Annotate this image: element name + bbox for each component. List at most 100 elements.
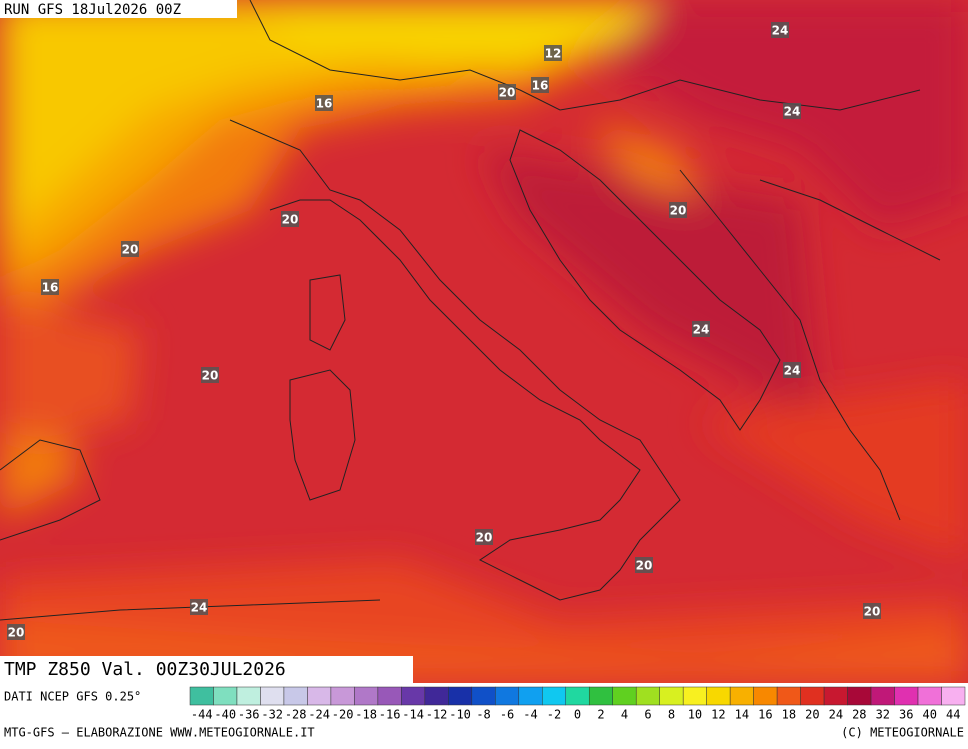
colorbar-swatch <box>213 686 238 706</box>
contour-label-box <box>7 624 25 640</box>
header-box <box>0 0 237 18</box>
colorbar-tick-label: 0 <box>574 708 581 722</box>
contour-label-box <box>544 45 562 61</box>
run-label: RUN GFS 18Jul2026 00Z <box>4 2 181 18</box>
colorbar-tick-label: -44 <box>191 708 213 722</box>
contour-label: 20 <box>8 626 25 640</box>
contour-label: 16 <box>42 281 59 295</box>
colorbar-swatch <box>565 686 590 706</box>
colorbar-swatch <box>800 686 825 706</box>
copyright-label: (C) METEOGIORNALE <box>841 726 964 740</box>
colorbar-swatch <box>635 686 660 706</box>
colorbar-tick-label: 32 <box>876 708 890 722</box>
contour-label: 24 <box>784 105 801 119</box>
colorbar-tick-label: 44 <box>946 708 960 722</box>
colorbar-tick-label: 24 <box>829 708 843 722</box>
colorbar-tick-label: 14 <box>735 708 749 722</box>
credit-label: MTG-GFS — ELABORAZIONE WWW.METEOGIORNALE… <box>4 726 315 740</box>
colorbar-tick-label: -12 <box>426 708 448 722</box>
coastlines <box>0 0 941 621</box>
contour-label: 12 <box>545 47 562 61</box>
colorbar-swatch <box>307 686 332 706</box>
contour-label-box <box>121 241 139 257</box>
colorbar-tick-label: -4 <box>523 708 537 722</box>
field-box <box>0 656 413 683</box>
colorbar-swatch <box>424 686 449 706</box>
colorbar-tick-label: -6 <box>500 708 514 722</box>
contour-label: 20 <box>499 86 516 100</box>
colorbar-swatch <box>518 686 543 706</box>
contour-label-box <box>771 22 789 38</box>
contour-label-box <box>281 211 299 227</box>
colorbar-tick-label: -18 <box>355 708 377 722</box>
contour-label-box <box>863 603 881 619</box>
field-label: TMP Z850 Val. 00Z30JUL2026 <box>4 659 286 680</box>
colorbar-tick-label: -32 <box>261 708 283 722</box>
colorbar-swatch <box>729 686 754 706</box>
contour-label-box <box>190 599 208 615</box>
contour-label: 24 <box>191 601 208 615</box>
colorbar-swatch <box>776 686 801 706</box>
contour-label: 24 <box>693 323 710 337</box>
contour-label-box <box>783 103 801 119</box>
colorbar-swatch <box>917 686 942 706</box>
contour-label-box <box>315 95 333 111</box>
colorbar-swatch <box>401 686 426 706</box>
colorbar-tick-label: -8 <box>476 708 490 722</box>
contour-label: 16 <box>532 79 549 93</box>
colorbar-swatch <box>471 686 496 706</box>
colorbar-tick-label: 36 <box>899 708 913 722</box>
colorbar-swatch <box>236 686 261 706</box>
colorbar-swatch <box>260 686 285 706</box>
contour-label-box <box>783 362 801 378</box>
contour-label-box <box>669 202 687 218</box>
colorbar-swatch <box>753 686 778 706</box>
contour-label-box <box>635 557 653 573</box>
contour-label-box <box>692 321 710 337</box>
contour-label: 20 <box>670 204 687 218</box>
colorbar-swatch <box>542 686 567 706</box>
colorbar-tick-label: -28 <box>285 708 307 722</box>
colorbar-tick-label: -24 <box>308 708 330 722</box>
colorbar-swatch <box>894 686 919 706</box>
colorbar-swatch <box>495 686 520 706</box>
colorbar-tick-label: -20 <box>332 708 354 722</box>
colorbar-swatch <box>283 686 308 706</box>
colorbar-tick-label: 40 <box>923 708 937 722</box>
colorbar-tick-label: -2 <box>547 708 561 722</box>
colorbar-swatch <box>377 686 402 706</box>
contour-label: 20 <box>122 243 139 257</box>
contour-label: 16 <box>316 97 333 111</box>
colorbar-swatch <box>330 686 355 706</box>
colorbar-swatch <box>612 686 637 706</box>
colorbar-swatch <box>823 686 848 706</box>
source-label: DATI NCEP GFS 0.25° <box>4 690 141 704</box>
colorbar-tick-label: 16 <box>758 708 772 722</box>
colorbar-swatch <box>659 686 684 706</box>
colorbar-swatch <box>706 686 731 706</box>
contour-label-box <box>475 529 493 545</box>
contour-label: 24 <box>784 364 801 378</box>
colorbar-tick-label: 6 <box>644 708 651 722</box>
colorbar-swatch <box>870 686 895 706</box>
colorbar-swatch <box>189 686 214 706</box>
colorbar-swatch <box>941 686 966 706</box>
colorbar-tick-label: 18 <box>782 708 796 722</box>
colorbar-tick-label: 10 <box>688 708 702 722</box>
contour-label: 24 <box>772 24 789 38</box>
colorbar-tick-label: -40 <box>214 708 236 722</box>
contour-label: 20 <box>282 213 299 227</box>
colorbar-swatch <box>448 686 473 706</box>
colorbar-tick-label: 12 <box>711 708 725 722</box>
contour-label-box <box>41 279 59 295</box>
colorbar-swatch <box>354 686 379 706</box>
contour-label-box <box>201 367 219 383</box>
colorbar-swatch <box>682 686 707 706</box>
colorbar-tick-label: 4 <box>621 708 628 722</box>
colorbar-tick-label: 8 <box>668 708 675 722</box>
colorbar-tick-label: 2 <box>597 708 604 722</box>
colorbar-tick-label: -36 <box>238 708 260 722</box>
contour-label: 20 <box>476 531 493 545</box>
